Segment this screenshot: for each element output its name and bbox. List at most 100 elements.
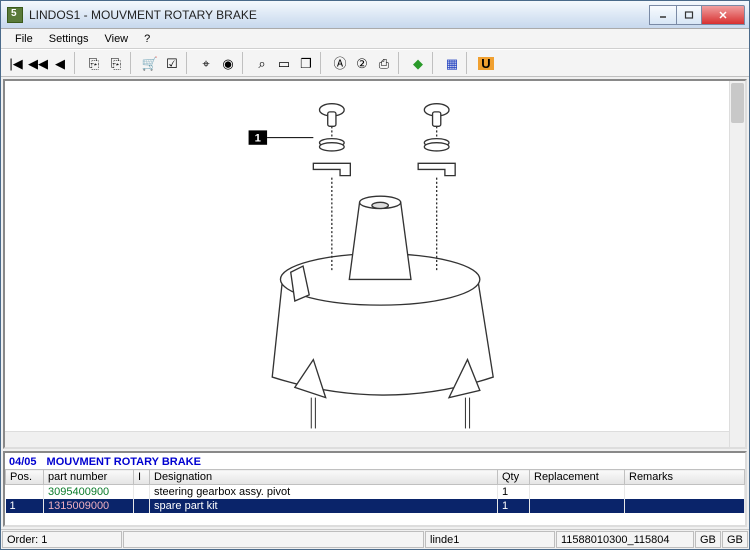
col-pn[interactable]: part number [44,470,134,485]
menu-view[interactable]: View [96,31,136,47]
statusbar: Order: 1 linde1 11588010300_115804 GB GB [1,529,749,549]
content-area: 1 04/05 MOUVMENT ROTARY BRAKE Pos. part … [1,77,749,529]
circ2-button[interactable]: ② [351,52,373,74]
cell-rem [625,499,745,513]
col-desig[interactable]: Designation [150,470,498,485]
globe1-icon: ⌖ [202,57,209,70]
table-heading: 04/05 MOUVMENT ROTARY BRAKE [5,453,745,469]
cell-desig: steering gearbox assy. pivot [150,485,498,500]
menubar: File Settings View ? [1,29,749,49]
print-button[interactable]: ⎙ [373,52,395,74]
col-qty[interactable]: Qty [498,470,530,485]
print-icon: ⎙ [379,57,389,70]
menu-settings[interactable]: Settings [41,31,97,47]
exploded-diagram[interactable]: 1 [5,81,745,447]
cell-repl [530,499,625,513]
cell-qty: 1 [498,499,530,513]
separator [130,52,136,74]
page-button[interactable]: ❐ [295,52,317,74]
separator [466,52,472,74]
separator [186,52,192,74]
titlebar: LINDOS1 - MOUVMENT ROTARY BRAKE [1,1,749,29]
minimize-button[interactable] [649,5,677,25]
first-button[interactable]: |◀ [5,52,27,74]
status-order: Order: 1 [2,531,122,548]
globe2-button[interactable]: ◉ [217,52,239,74]
scrollbar-thumb[interactable] [731,83,744,123]
status-spacer [123,531,424,548]
globe2-icon: ◉ [222,57,233,70]
cell-qty: 1 [498,485,530,500]
separator [242,52,248,74]
green-icon: ◆ [413,57,423,70]
menu-help[interactable]: ? [136,31,158,47]
col-repl[interactable]: Replacement [530,470,625,485]
table-row[interactable]: 3095400900 steering gearbox assy. pivot1 [6,485,745,500]
prev-icon: ◀ [55,57,65,70]
callout-1: 1 [255,133,261,145]
window-controls [650,5,745,25]
table-row[interactable]: 11315009000spare part kit1 [6,499,745,513]
circa-icon: Ⓐ [333,57,346,70]
horizontal-scrollbar[interactable] [5,431,729,447]
copy1-button[interactable]: ⎘ [83,52,105,74]
circ2-icon: ② [356,57,368,70]
cart-icon: 🛒 [142,57,158,70]
col-i[interactable]: I [134,470,150,485]
close-button[interactable] [701,5,745,25]
check-icon: ☑ [166,57,178,70]
first-icon: |◀ [9,57,22,70]
separator [432,52,438,74]
separator [398,52,404,74]
toolbar: |◀ ◀◀ ◀ ⎘ ⎘ 🛒 ☑ ⌖ ◉ ⌕ ▭ ❐ Ⓐ ② ⎙ ◆ ▦ U [1,49,749,77]
cell-pos [6,485,44,500]
app-window: LINDOS1 - MOUVMENT ROTARY BRAKE File Set… [0,0,750,550]
cell-rem [625,485,745,500]
zoom-icon: ⌕ [258,57,265,70]
cell-desig: spare part kit [150,499,498,513]
col-pos[interactable]: Pos. [6,470,44,485]
separator [74,52,80,74]
parts-grid: Pos. part number I Designation Qty Repla… [5,469,745,513]
order-label: Order: [7,534,38,546]
order-value: 1 [41,534,47,546]
page-icon: ❐ [300,57,312,70]
window-title: LINDOS1 - MOUVMENT ROTARY BRAKE [29,8,650,22]
vertical-scrollbar[interactable] [729,81,745,447]
heading-code: 04/05 [9,456,37,468]
copy2-icon: ⎘ [111,57,121,70]
circa-button[interactable]: Ⓐ [329,52,351,74]
u-button[interactable]: U [475,52,497,74]
status-user: linde1 [425,531,555,548]
globe1-button[interactable]: ⌖ [195,52,217,74]
blue-button[interactable]: ▦ [441,52,463,74]
green-button[interactable]: ◆ [407,52,429,74]
zoom-button[interactable]: ⌕ [251,52,273,74]
menu-file[interactable]: File [7,31,41,47]
prev-button[interactable]: ◀ [49,52,71,74]
rewind-button[interactable]: ◀◀ [27,52,49,74]
status-loc2: GB [722,531,748,548]
cell-repl [530,485,625,500]
cart-button[interactable]: 🛒 [139,52,161,74]
copy-icon: ⎘ [89,57,99,70]
table-header-row: Pos. part number I Designation Qty Repla… [6,470,745,485]
col-rem[interactable]: Remarks [625,470,745,485]
blue-icon: ▦ [446,57,458,70]
check-button[interactable]: ☑ [161,52,183,74]
doc-icon: ▭ [278,57,290,70]
rewind-icon: ◀◀ [28,57,48,70]
parts-table-panel: 04/05 MOUVMENT ROTARY BRAKE Pos. part nu… [3,451,747,527]
status-loc1: GB [695,531,721,548]
maximize-button[interactable] [676,5,702,25]
separator [320,52,326,74]
status-code: 11588010300_115804 [556,531,694,548]
cell-i [134,485,150,500]
cell-pos: 1 [6,499,44,513]
cell-pn: 3095400900 [44,485,134,500]
heading-title: MOUVMENT ROTARY BRAKE [47,456,201,468]
doc-button[interactable]: ▭ [273,52,295,74]
diagram-panel: 1 [3,79,747,449]
u-icon: U [478,57,493,70]
copy2-button[interactable]: ⎘ [105,52,127,74]
